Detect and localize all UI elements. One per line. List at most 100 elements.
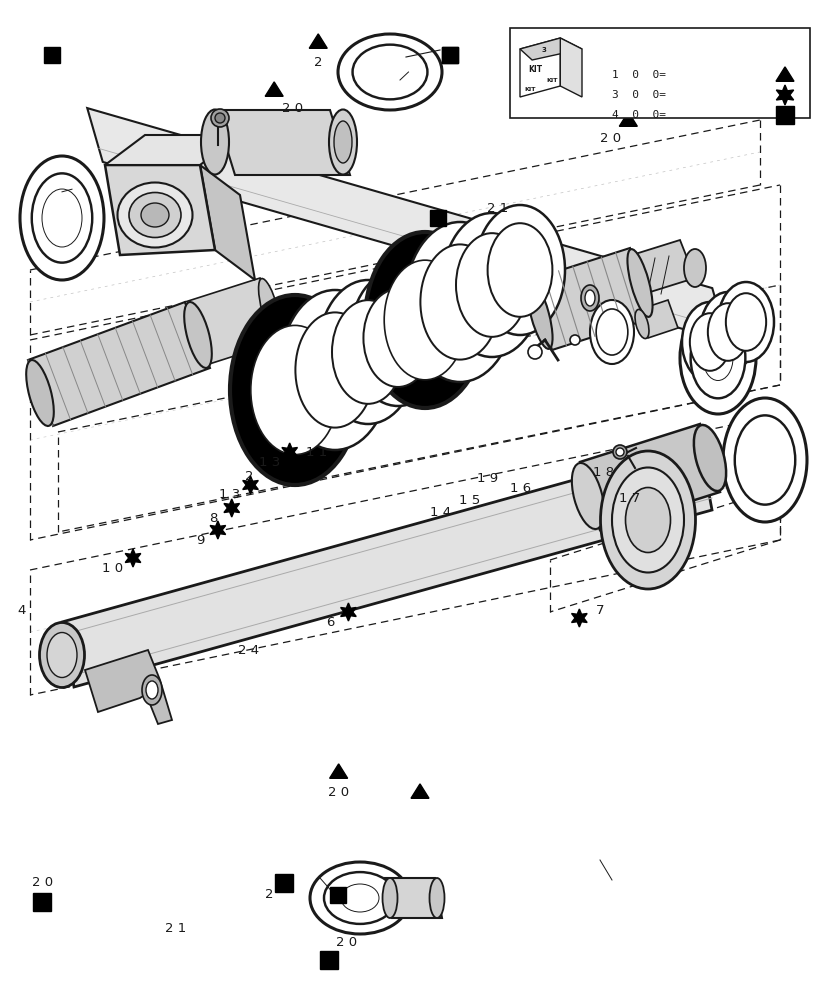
Polygon shape [571,609,588,627]
Ellipse shape [616,448,624,456]
Text: 2 0: 2 0 [282,102,303,114]
Text: 2: 2 [265,888,273,902]
Ellipse shape [42,189,82,247]
Ellipse shape [590,300,634,364]
Ellipse shape [690,313,730,371]
Polygon shape [265,82,283,96]
Ellipse shape [680,302,756,414]
Text: 1 3: 1 3 [259,456,280,468]
Polygon shape [430,210,446,226]
Ellipse shape [20,156,104,280]
Ellipse shape [211,109,229,127]
Text: 2 0: 2 0 [600,131,621,144]
Text: 8: 8 [210,512,218,524]
Text: 1 7: 1 7 [619,491,641,504]
Ellipse shape [734,415,796,505]
Text: 4: 4 [18,603,26,616]
Ellipse shape [585,290,595,306]
Polygon shape [125,549,141,567]
Text: 1 6: 1 6 [510,482,531,494]
Ellipse shape [726,293,766,351]
Text: 1 1: 1 1 [306,446,327,458]
Polygon shape [776,67,794,81]
Ellipse shape [690,318,745,398]
Text: 1 9: 1 9 [477,472,499,485]
Ellipse shape [332,300,404,404]
Text: 2 1: 2 1 [487,202,508,215]
Polygon shape [242,476,259,494]
Polygon shape [411,784,429,798]
Text: 2: 2 [245,470,253,483]
Ellipse shape [32,173,92,263]
Text: 2 0: 2 0 [328,786,349,798]
Polygon shape [340,603,357,621]
Text: 3: 3 [542,47,547,53]
Ellipse shape [353,45,428,99]
Ellipse shape [626,488,671,552]
Ellipse shape [707,303,748,361]
Ellipse shape [718,282,774,362]
Polygon shape [385,878,442,918]
Text: 2 4: 2 4 [238,644,259,656]
Ellipse shape [363,289,432,387]
Ellipse shape [420,244,499,360]
Ellipse shape [703,336,733,380]
Polygon shape [600,240,695,303]
Ellipse shape [39,622,85,688]
Ellipse shape [338,34,442,110]
Polygon shape [309,34,327,48]
Ellipse shape [142,675,162,705]
Polygon shape [330,887,346,903]
Polygon shape [530,248,652,350]
Ellipse shape [118,182,193,247]
Ellipse shape [613,445,627,459]
Ellipse shape [341,884,379,912]
Ellipse shape [628,249,653,317]
Ellipse shape [475,205,565,335]
Polygon shape [33,893,51,911]
Text: 2 0: 2 0 [32,876,53,888]
Ellipse shape [383,878,397,918]
Ellipse shape [329,109,357,174]
Polygon shape [320,951,338,969]
Ellipse shape [700,292,756,372]
Ellipse shape [365,232,485,408]
Text: 9: 9 [196,534,204,546]
Text: 1 3: 1 3 [220,488,241,502]
Ellipse shape [612,468,684,572]
Polygon shape [638,300,678,338]
Polygon shape [510,28,810,118]
Text: 2 1: 2 1 [165,922,186,934]
Ellipse shape [384,260,466,380]
Ellipse shape [570,335,580,345]
Polygon shape [442,47,458,63]
Polygon shape [105,165,215,255]
Text: 1  0  0=: 1 0 0= [612,70,666,80]
Ellipse shape [528,345,542,359]
Polygon shape [105,135,240,165]
Text: KIT: KIT [524,87,535,92]
Polygon shape [185,278,278,366]
Ellipse shape [295,312,375,428]
Ellipse shape [47,633,77,678]
Polygon shape [210,521,226,539]
Ellipse shape [601,451,695,589]
Text: 1 5: 1 5 [459,493,480,506]
Polygon shape [442,47,458,63]
Polygon shape [776,106,794,124]
Text: 1 8: 1 8 [593,466,614,479]
Text: 1 4: 1 4 [430,506,451,518]
Polygon shape [28,302,210,426]
Text: KIT: KIT [546,78,557,83]
Ellipse shape [146,681,158,699]
Text: 2: 2 [314,55,322,68]
Ellipse shape [723,398,807,522]
Ellipse shape [488,223,552,317]
Polygon shape [561,38,582,97]
Ellipse shape [324,872,396,924]
Ellipse shape [635,309,649,339]
Polygon shape [776,85,794,105]
Ellipse shape [572,463,604,529]
Ellipse shape [596,309,628,355]
Polygon shape [200,165,255,280]
